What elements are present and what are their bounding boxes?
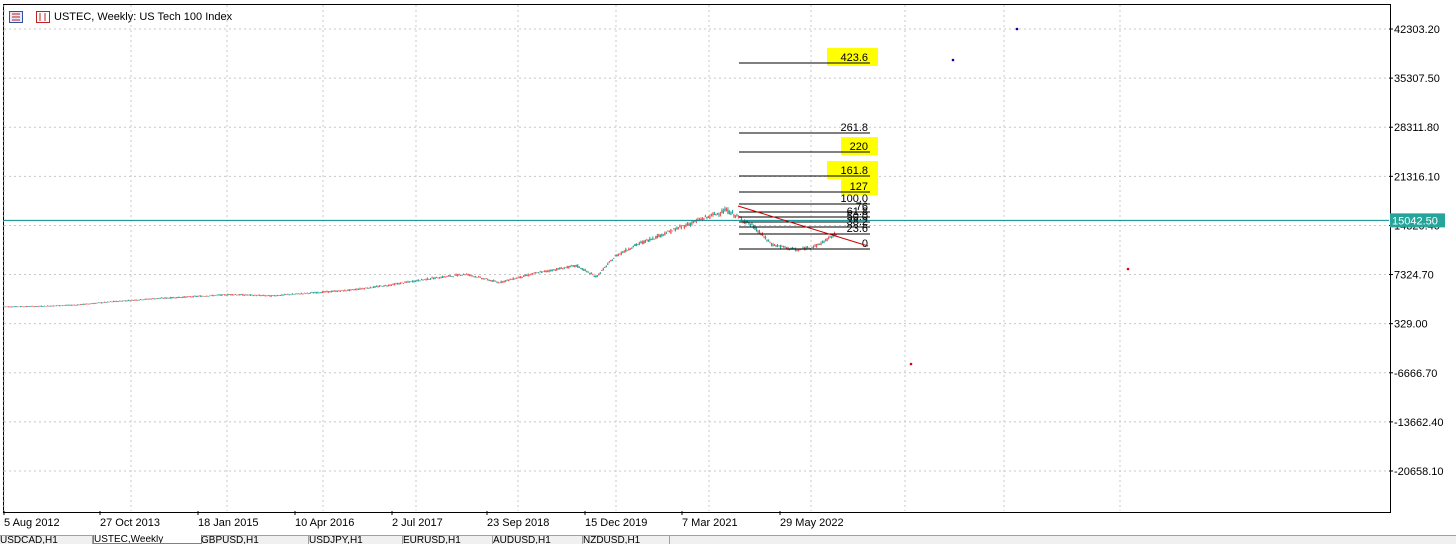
fib-level-highlight <box>827 48 878 66</box>
fibonacci-expansion: 423.6 261.8 220 161.8 127100.07661.850.038.2… <box>739 48 878 250</box>
y-axis-label: 21316.10 <box>1394 171 1440 183</box>
fib-level-label: 23.6 <box>847 223 868 235</box>
y-axis-label: 35307.50 <box>1394 73 1440 85</box>
marker-point <box>951 58 955 62</box>
fib-level-label: 127 <box>850 181 868 193</box>
chart-tab[interactable]: GBPUSD,H1 <box>201 536 309 544</box>
chart-tab[interactable]: USDCAD,H1 <box>0 536 93 544</box>
fib-level-highlight <box>841 137 878 155</box>
x-axis-label: 2 Jul 2017 <box>392 517 443 529</box>
chart-tab[interactable]: EURUSD,H1 <box>403 536 493 544</box>
fib-level-label: 0 <box>862 238 868 250</box>
chart-type-icon <box>36 11 50 23</box>
chart-plot-area[interactable] <box>3 4 1391 513</box>
current-price-tag <box>1390 213 1445 228</box>
y-axis-label: 7324.70 <box>1394 270 1434 282</box>
chart-window-icon <box>9 11 23 23</box>
fib-level-highlight <box>827 161 878 179</box>
chart-title: USTEC, Weekly: US Tech 100 Index <box>54 11 233 23</box>
marker-point <box>1015 27 1019 31</box>
fib-level-label: 220 <box>850 141 868 153</box>
y-axis-label: 42303.20 <box>1394 24 1440 36</box>
fib-level-label: 423.6 <box>840 52 868 64</box>
x-axis-label: 29 May 2022 <box>780 517 844 529</box>
candlestick-series <box>3 206 837 308</box>
x-axis-label: 27 Oct 2013 <box>100 517 160 529</box>
y-axis-label: -20658.10 <box>1394 466 1444 478</box>
x-axis-label: 10 Apr 2016 <box>295 517 354 529</box>
chart-tabs-bar: USDCAD,H1 USTEC,Weekly GBPUSD,H1 USDJPY,H1 E… <box>0 535 1456 544</box>
x-axis-label: 7 Mar 2021 <box>682 517 738 529</box>
fib-level-label: 100.0 <box>840 193 868 205</box>
fib-level-label: 50.0 <box>847 211 868 223</box>
fib-level-label: 261.8 <box>840 122 868 134</box>
x-axis-label: 23 Sep 2018 <box>487 517 549 529</box>
chart-tab[interactable]: NZDUSD,H1 <box>583 536 670 544</box>
fib-level-highlight <box>841 177 878 195</box>
fib-level-label: 61.8 <box>847 206 868 218</box>
y-axis-label: 28311.80 <box>1394 122 1439 134</box>
x-axis-label: 15 Dec 2019 <box>585 517 647 529</box>
fib-level-label: 76 <box>856 201 868 213</box>
chart-tab[interactable]: USDJPY,H1 <box>309 536 403 544</box>
marker-point <box>1126 267 1130 271</box>
x-axis-label: 5 Aug 2012 <box>4 517 60 529</box>
trendline <box>737 205 869 247</box>
x-axis-label: 18 Jan 2015 <box>198 517 259 529</box>
y-axis-label: 329.00 <box>1394 319 1428 331</box>
marker-point <box>909 362 913 366</box>
y-axis-label: -13662.40 <box>1394 417 1444 429</box>
chart-tab[interactable]: AUDUSD,H1 <box>493 536 583 544</box>
current-price-label: 15042.50 <box>1392 215 1438 227</box>
y-axis-label: -6666.70 <box>1394 368 1437 380</box>
fib-level-label: 161.8 <box>840 165 868 177</box>
fib-level-label: 38.2 <box>847 216 868 228</box>
